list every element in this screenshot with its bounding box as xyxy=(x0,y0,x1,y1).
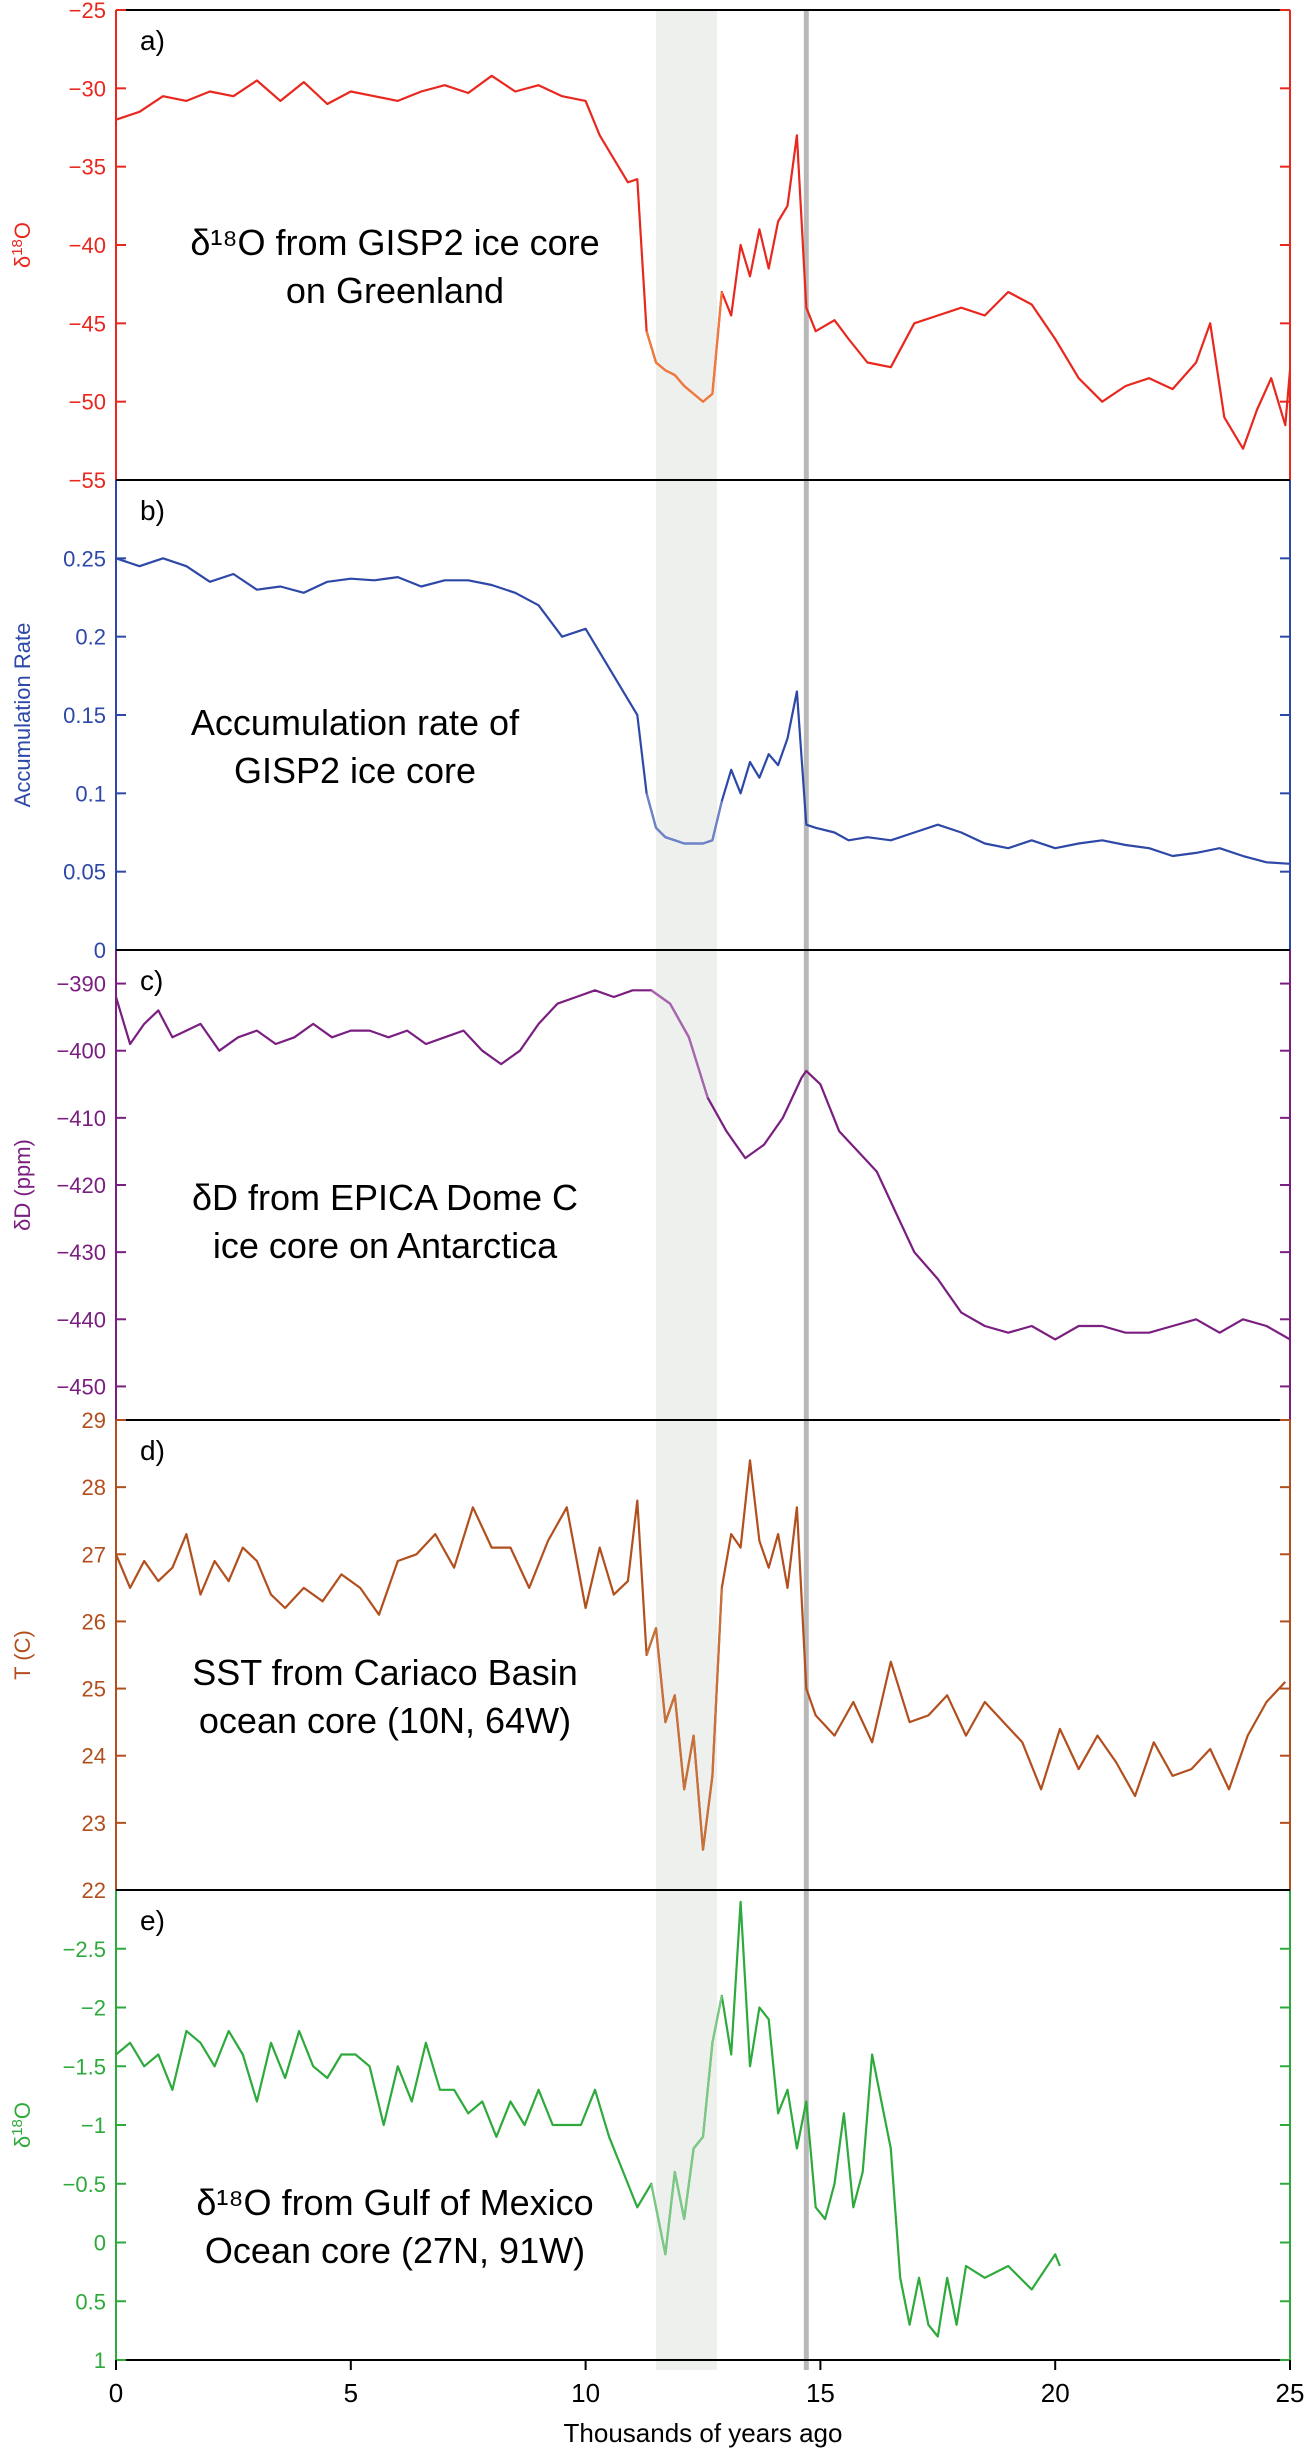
y-tick-label: −420 xyxy=(56,1173,106,1198)
y-tick-label: −2.5 xyxy=(63,1937,106,1962)
y-tick-label: 0 xyxy=(94,938,106,963)
y-tick-label: −440 xyxy=(56,1307,106,1332)
annotation-text: ice core on Antarctica xyxy=(213,1225,558,1266)
annotation-text: ocean core (10N, 64W) xyxy=(199,1700,571,1741)
panel-letter: c) xyxy=(140,965,163,996)
panel-letter: b) xyxy=(140,495,165,526)
y-axis-label: δ18O xyxy=(9,2102,35,2148)
annotation-text: δD from EPICA Dome C xyxy=(192,1177,578,1218)
y-tick-label: −1 xyxy=(81,2113,106,2138)
panel-letter: d) xyxy=(140,1435,165,1466)
panel-b: 0 0.05 0.1 0.15 0.2 0.25 Accumulation Rate b) Ac… xyxy=(10,479,1291,963)
y-tick-label: −55 xyxy=(69,468,106,493)
panel-letter: e) xyxy=(140,1905,165,1936)
panel-c: −390 −400 −410 −420 −430 −440 −450 δD (ppm) c) δD… xyxy=(10,949,1291,1421)
x-tick-label: 25 xyxy=(1276,2378,1305,2408)
y-axis-label: Accumulation Rate xyxy=(10,623,35,808)
y-tick-label: −0.5 xyxy=(63,2172,106,2197)
y-tick-label: −2 xyxy=(81,1996,106,2021)
y-tick-label: −50 xyxy=(69,390,106,415)
panel-e: 1 0.5 0 −0.5 −1 −1.5 −2 −2.5 δ18O e) δ¹⁸O from Gul… xyxy=(9,1889,1291,2373)
x-tick-label: 20 xyxy=(1041,2378,1070,2408)
panel-d: 22 23 24 25 26 27 28 29 T (C) d) SST from Cariaco … xyxy=(10,1408,1291,1903)
y-axis-label: δD (ppm) xyxy=(10,1139,35,1231)
y-tick-label: 23 xyxy=(82,1811,106,1836)
y-tick-label: −25 xyxy=(69,0,106,23)
series-line-highlight xyxy=(650,989,709,1099)
y-tick-label: −410 xyxy=(56,1106,106,1131)
y-axis-label: T (C) xyxy=(10,1630,35,1680)
y-tick-label: 1 xyxy=(94,2348,106,2373)
y-tick-label: 0.1 xyxy=(75,781,106,806)
panels-layer: −25 −30 −35 −40 −45 −50 −55 δ18O a) δ¹⁸O from GIS… xyxy=(9,0,1291,2373)
series-line-highlight xyxy=(645,793,723,845)
shaded-band xyxy=(656,10,718,2370)
y-tick-label: 27 xyxy=(82,1542,106,1567)
y-tick-label: −30 xyxy=(69,76,106,101)
y-tick-label: 0.05 xyxy=(63,860,106,885)
y-tick-label: −430 xyxy=(56,1240,106,1265)
y-tick-label: −35 xyxy=(69,155,106,180)
y-tick-label: 22 xyxy=(82,1878,106,1903)
y-tick-label: 25 xyxy=(82,1677,106,1702)
panel-letter: a) xyxy=(140,25,165,56)
x-axis: Thousands of years ago 0 5 10 15 20 25 xyxy=(109,2360,1305,2448)
y-tick-label: 26 xyxy=(82,1609,106,1634)
y-tick-label: −450 xyxy=(56,1374,106,1399)
annotation-text: δ¹⁸O from Gulf of Mexico xyxy=(196,2182,593,2223)
x-axis-label: Thousands of years ago xyxy=(564,2418,843,2448)
series-line xyxy=(116,74,1290,450)
y-axis-label: δ18O xyxy=(9,222,35,268)
x-tick-label: 5 xyxy=(344,2378,358,2408)
annotation-text: on Greenland xyxy=(286,270,504,311)
y-tick-label: −400 xyxy=(56,1039,106,1064)
y-tick-label: 0.15 xyxy=(63,703,106,728)
y-tick-label: 29 xyxy=(82,1408,106,1433)
annotation-text: Accumulation rate of xyxy=(191,702,520,743)
series-line xyxy=(116,1900,1061,2338)
y-tick-label: 28 xyxy=(82,1475,106,1500)
y-tick-label: −40 xyxy=(69,233,106,258)
y-tick-label: 0.25 xyxy=(63,546,106,571)
annotation-text: Ocean core (27N, 91W) xyxy=(205,2230,585,2271)
series-line-highlight xyxy=(650,1995,723,2256)
x-tick-label: 0 xyxy=(109,2378,123,2408)
y-tick-label: 0 xyxy=(94,2231,106,2256)
y-tick-label: −45 xyxy=(69,311,106,336)
y-tick-label: 24 xyxy=(82,1744,106,1769)
background-layer xyxy=(656,10,809,2370)
annotation-text: SST from Cariaco Basin xyxy=(192,1652,577,1693)
y-tick-label: 0.5 xyxy=(75,2289,106,2314)
x-tick-label: 10 xyxy=(571,2378,600,2408)
y-tick-label: −1.5 xyxy=(63,2054,106,2079)
annotation-text: δ¹⁸O from GISP2 ice core xyxy=(190,222,599,263)
series-line-highlight xyxy=(645,1587,723,1851)
y-tick-label: 0.2 xyxy=(75,625,106,650)
series-line-highlight xyxy=(645,291,723,403)
y-tick-label: −390 xyxy=(56,972,106,997)
annotation-text: GISP2 ice core xyxy=(234,750,476,791)
x-tick-label: 15 xyxy=(806,2378,835,2408)
panel-a: −25 −30 −35 −40 −45 −50 −55 δ18O a) δ¹⁸O from GIS… xyxy=(9,0,1291,493)
